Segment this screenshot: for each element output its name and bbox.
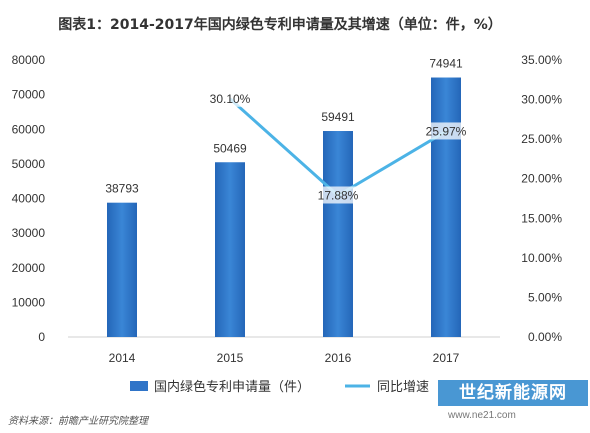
left-tick-label: 40000 [12,192,46,206]
x-tick-label: 2016 [325,351,352,365]
bar-value-label: 74941 [429,57,463,71]
x-tick-label: 2015 [217,351,244,365]
right-tick-label: 30.00% [521,93,562,107]
right-axis: 0.00% 5.00% 10.00% 15.00% 20.00% 25.00% 30.00%… [521,53,562,344]
left-axis: 0 10000 20000 30000 40000 50000 60000 70000 8000… [12,53,46,344]
legend-line-label: 同比增速 [377,380,429,395]
growth-label-bg [206,89,254,107]
legend-bar-swatch [130,381,148,391]
right-tick-label: 25.00% [521,132,562,146]
bar-2015 [215,162,245,337]
growth-value-label: 25.97% [426,124,467,138]
growth-value-label: 30.10% [210,92,251,106]
x-axis: 2014 2015 2016 2017 [68,336,500,365]
legend: 国内绿色专利申请量（件） 同比增速 [130,379,429,395]
bar-value-label: 38793 [105,182,139,196]
legend-bar-label: 国内绿色专利申请量（件） [154,379,310,395]
bar-value-label: 50469 [213,141,247,155]
left-tick-label: 0 [38,330,45,344]
bar-2017 [431,77,461,337]
left-tick-label: 50000 [12,157,46,171]
growth-label-bg [314,186,362,204]
left-tick-label: 20000 [12,261,46,275]
left-tick-label: 60000 [12,122,46,136]
growth-value-label: 17.88% [318,188,359,202]
bar-2016 [323,131,353,337]
left-tick-label: 10000 [12,295,46,309]
left-tick-label: 70000 [12,88,46,102]
watermark-url: www.ne21.com [448,410,516,421]
bar-value-label: 59491 [321,110,355,124]
growth-line-group: 30.10% 17.88% 25.97% [206,89,470,204]
bars: 38793 50469 59491 74941 [105,57,463,337]
right-tick-label: 0.00% [528,330,562,344]
right-tick-label: 5.00% [528,290,562,304]
x-tick-label: 2017 [433,351,460,365]
growth-label-bg [422,122,470,140]
x-tick-label: 2014 [109,351,136,365]
watermark-badge: 世纪新能源网 [438,380,588,406]
right-tick-label: 20.00% [521,172,562,186]
chart-title: 图表1：2014-2017年国内绿色专利申请量及其增速（单位：件，%） [58,17,502,33]
right-tick-label: 10.00% [521,251,562,265]
left-tick-label: 30000 [12,226,46,240]
left-tick-label: 80000 [12,53,46,67]
source-note: 资料来源：前瞻产业研究院整理 [8,416,148,427]
right-tick-label: 35.00% [521,53,562,67]
bar-2014 [107,202,137,337]
right-tick-label: 15.00% [521,211,562,225]
